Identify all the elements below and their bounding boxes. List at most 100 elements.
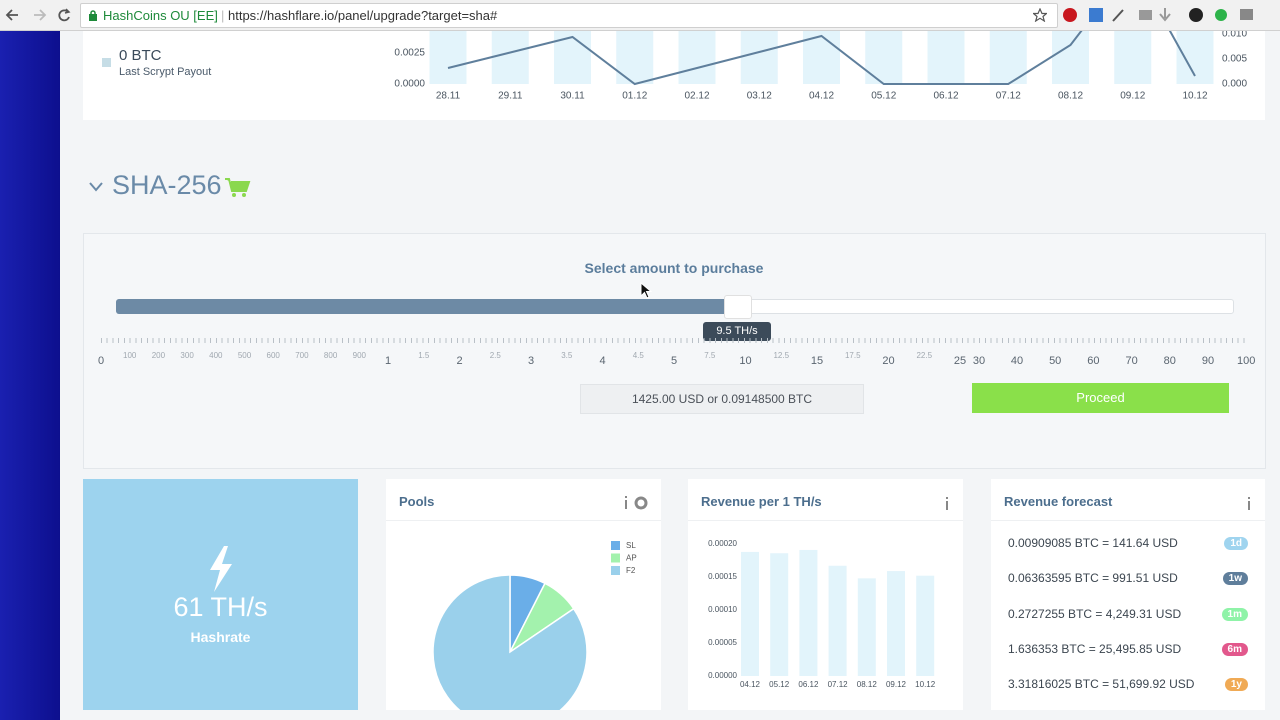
legend-label: F2 bbox=[626, 566, 636, 575]
pools-pie: SL AP F2 bbox=[432, 541, 637, 710]
hashrate-value: 61 TH/s bbox=[173, 592, 268, 622]
scale-label: 3.5 bbox=[561, 351, 573, 360]
period-badge: 1d bbox=[1224, 537, 1248, 550]
y2-tick-label: 0.010 bbox=[1222, 31, 1247, 40]
bar bbox=[857, 578, 876, 676]
x-tick-label: 29.11 bbox=[498, 91, 523, 102]
x-tick-label: 03.12 bbox=[747, 91, 772, 102]
x-tick-label: 06.12 bbox=[798, 680, 819, 689]
bar bbox=[1114, 31, 1152, 85]
scale-label: 30 bbox=[972, 355, 986, 367]
card-tools[interactable] bbox=[622, 495, 650, 511]
y-tick-label: 0.00000 bbox=[708, 671, 737, 680]
mouse-cursor bbox=[640, 282, 652, 299]
y-tick-label: 0.00015 bbox=[708, 572, 737, 581]
y-tick-label: 0.0000 bbox=[394, 79, 425, 90]
address-bar[interactable]: HashCoins OU [EE] | https://hashflare.io… bbox=[80, 3, 1058, 28]
bar bbox=[828, 565, 847, 676]
x-tick-label: 09.12 bbox=[1120, 91, 1145, 102]
period-badge: 6m bbox=[1221, 642, 1248, 656]
scale-label: 0 bbox=[97, 355, 105, 367]
forecast-card: Revenue forecast 0.00909085 BTC = 141.64… bbox=[991, 479, 1265, 710]
sidebar bbox=[0, 31, 60, 720]
y2-tick-label: 0.000 bbox=[1222, 79, 1247, 90]
section-title[interactable]: SHA-256 bbox=[112, 170, 222, 200]
bar bbox=[1176, 31, 1214, 85]
scale-label: 100 bbox=[1237, 355, 1256, 367]
forecast-title: Revenue forecast bbox=[1004, 494, 1113, 509]
legend-label: SL bbox=[626, 541, 636, 550]
card-header bbox=[688, 479, 963, 521]
x-tick-label: 10.12 bbox=[915, 680, 936, 689]
nav-buttons[interactable] bbox=[4, 6, 74, 24]
y-tick-label: 0.00010 bbox=[708, 605, 737, 614]
bar bbox=[799, 549, 818, 676]
x-tick-label: 30.11 bbox=[560, 91, 585, 102]
collapse-chevron[interactable] bbox=[88, 180, 104, 194]
bar bbox=[1052, 31, 1089, 85]
info-icon[interactable] bbox=[1245, 496, 1253, 510]
scale-label: 4.5 bbox=[632, 351, 644, 360]
bar bbox=[916, 575, 935, 676]
scale-label: 1 bbox=[384, 355, 392, 367]
payout-chart: 0.0000 0.0025 0.000 0.005 0.010 28.11 29.11 30.… bbox=[394, 31, 1247, 102]
scale-label: 25 bbox=[953, 355, 967, 367]
scale-label: 90 bbox=[1201, 355, 1215, 367]
period-badge: 1w bbox=[1222, 572, 1248, 586]
x-tick-label: 05.12 bbox=[769, 680, 790, 689]
bar bbox=[554, 31, 591, 85]
extension-icons[interactable] bbox=[1060, 5, 1260, 25]
scale-label: 3 bbox=[527, 355, 535, 367]
bar bbox=[865, 31, 903, 85]
scale-label: 50 bbox=[1049, 355, 1062, 367]
legend-swatch bbox=[102, 58, 111, 67]
legend-swatch bbox=[611, 553, 620, 563]
browser-toolbar: HashCoins OU [EE] | https://hashflare.io… bbox=[0, 0, 1280, 31]
bar bbox=[741, 551, 759, 676]
scale-label: 15 bbox=[810, 355, 824, 367]
revenue-title: Revenue per 1 TH/s bbox=[701, 494, 822, 509]
scale-label: 2.5 bbox=[489, 351, 501, 360]
url: https://hashflare.io/panel/upgrade?targe… bbox=[228, 8, 498, 23]
price-field: 1425.00 USD or 0.09148500 BTC bbox=[580, 384, 864, 414]
forecast-row: 0.00909085 BTC = 141.64 USD bbox=[1008, 536, 1178, 550]
scale-label: 800 bbox=[323, 351, 338, 360]
hashrate-label: Hashrate bbox=[190, 629, 251, 645]
y-tick-label: 0.00020 bbox=[708, 539, 737, 548]
slider-fill bbox=[116, 299, 737, 314]
lock-icon bbox=[89, 10, 97, 21]
bookmark-star[interactable] bbox=[1033, 8, 1047, 22]
x-tick-label: 02.12 bbox=[684, 91, 709, 102]
x-tick-label: 08.12 bbox=[1058, 91, 1083, 102]
proceed-button[interactable]: Proceed bbox=[972, 383, 1229, 413]
pie-slice bbox=[432, 574, 588, 710]
scale-label: 10 bbox=[739, 355, 752, 367]
x-tick-label: 07.12 bbox=[828, 680, 849, 689]
scale-label: 22.5 bbox=[916, 351, 933, 360]
revenue-card: Revenue per 1 TH/s 0.00000 0.00005 0.00010… bbox=[688, 479, 963, 710]
forecast-row: 3.31816025 BTC = 51,699.92 USD bbox=[1008, 677, 1195, 692]
bar bbox=[740, 31, 778, 85]
scale-label: 1.5 bbox=[418, 351, 430, 360]
hashrate-card bbox=[83, 479, 358, 710]
bar bbox=[887, 571, 905, 676]
scale-label: 600 bbox=[266, 351, 280, 360]
cart-icon[interactable] bbox=[224, 176, 252, 198]
slider-scale-ticks bbox=[101, 338, 1247, 343]
x-tick-label: 04.12 bbox=[740, 680, 761, 689]
legend-swatch bbox=[611, 566, 620, 575]
period-badge: 1m bbox=[1221, 607, 1248, 621]
payout-label: Last Scrypt Payout bbox=[119, 66, 212, 78]
scale-label: 200 bbox=[151, 351, 166, 360]
y-tick-label: 0.0025 bbox=[394, 48, 425, 59]
slider-handle[interactable] bbox=[724, 295, 752, 319]
scale-label: 40 bbox=[1010, 355, 1024, 367]
x-tick-label: 01.12 bbox=[622, 91, 647, 102]
revenue-chart: 0.00000 0.00005 0.00010 0.00015 0.00020 04.12… bbox=[708, 539, 936, 689]
y-tick-label: 0.00005 bbox=[708, 638, 737, 647]
forecast-row: 1.636353 BTC = 25,495.85 USD bbox=[1008, 641, 1182, 656]
info-icon[interactable] bbox=[943, 496, 951, 510]
scale-label: 700 bbox=[295, 351, 309, 360]
purchase-panel bbox=[83, 233, 1266, 469]
